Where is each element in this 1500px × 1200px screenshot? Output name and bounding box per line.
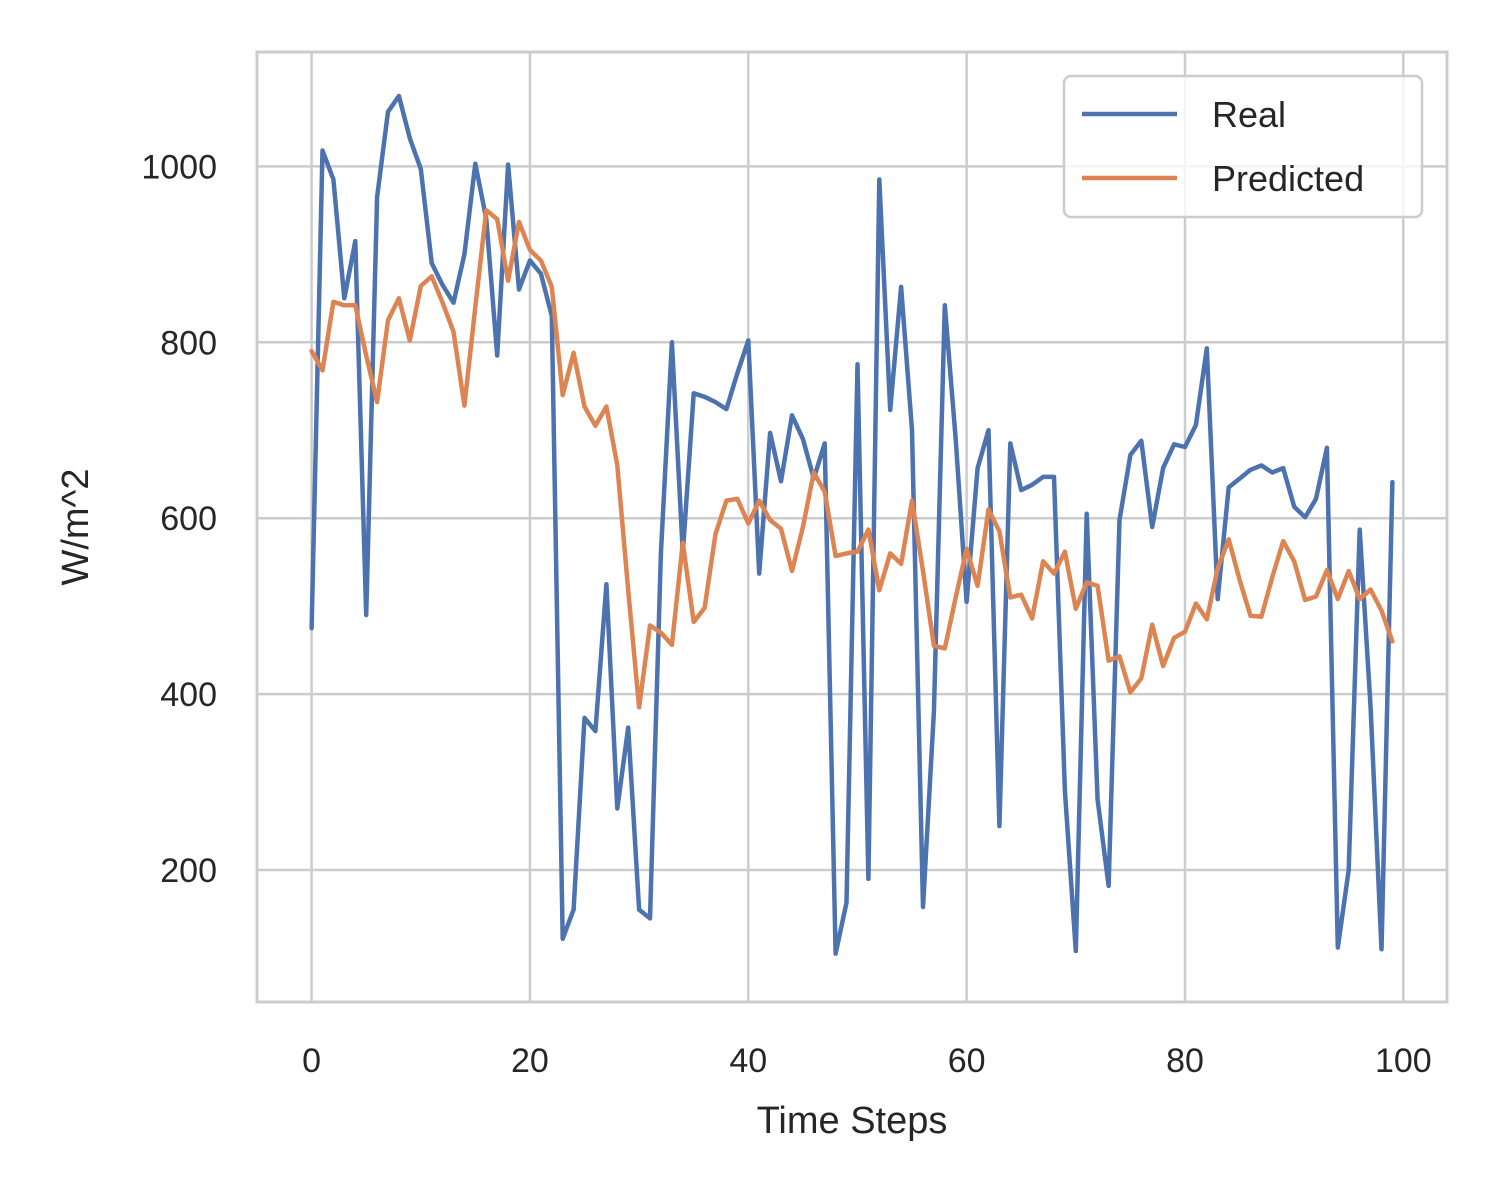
series-line-predicted <box>309 208 1395 710</box>
legend: Real Predicted <box>1062 74 1424 219</box>
x-tick-label: 80 <box>1166 1042 1204 1080</box>
x-axis-label: Time Steps <box>757 1100 948 1142</box>
y-tick-label: 400 <box>160 676 217 714</box>
x-tick-label: 0 <box>302 1042 321 1080</box>
tick-labels: 0 20 40 60 80 100 200 400 600 800 1000 <box>141 148 1431 1080</box>
x-tick-label: 60 <box>948 1042 986 1080</box>
series-line-real <box>309 93 1395 956</box>
y-tick-label: 1000 <box>141 148 217 186</box>
y-tick-label: 600 <box>160 500 217 538</box>
legend-label-real: Real <box>1212 94 1286 135</box>
y-axis-label: W/m^2 <box>55 468 97 585</box>
legend-label-predicted: Predicted <box>1212 158 1364 199</box>
y-tick-label: 200 <box>160 852 217 890</box>
x-tick-label: 100 <box>1375 1042 1432 1080</box>
series-layer <box>309 93 1395 956</box>
x-tick-label: 20 <box>511 1042 549 1080</box>
y-tick-label: 800 <box>160 324 217 362</box>
plot-frame <box>255 50 1449 1004</box>
x-tick-label: 40 <box>729 1042 767 1080</box>
legend-box <box>1062 74 1424 219</box>
